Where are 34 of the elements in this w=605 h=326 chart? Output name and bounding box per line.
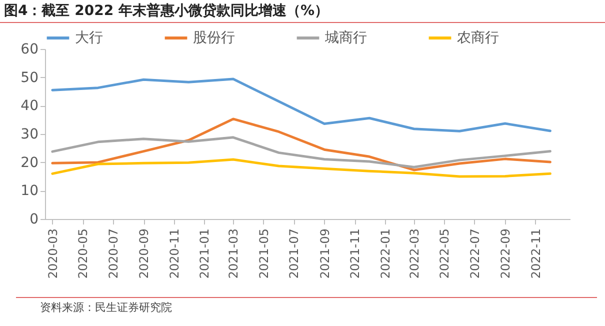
- legend-label: 城商行: [324, 30, 367, 46]
- x-tick-label: 2022-11: [528, 228, 543, 279]
- x-tick-label: 2022-05: [438, 228, 452, 279]
- x-tick-label: 2021-03: [226, 228, 241, 279]
- line-series: [51, 118, 552, 172]
- x-tick-label: 2022-09: [498, 228, 513, 279]
- x-tick-label: 2020-05: [76, 228, 90, 279]
- legend-label: 农商行: [457, 30, 499, 46]
- x-tick-label: 2020-11: [167, 228, 182, 279]
- legend-label: 大行: [75, 30, 103, 46]
- y-tick-label: 20: [20, 154, 38, 171]
- x-tick-label: 2021-07: [287, 228, 302, 279]
- chart-title: 图4：截至 2022 年末普惠小微贷款同比增速（%）: [0, 0, 605, 23]
- y-tick-label: 30: [20, 126, 38, 142]
- y-tick-label: 60: [20, 42, 38, 58]
- x-tick-label: 2021-05: [256, 228, 271, 279]
- x-tick-label: 2020-09: [137, 228, 152, 279]
- x-tick-label: 2022-07: [468, 228, 482, 279]
- y-tick-label: 10: [20, 183, 38, 200]
- line-series: [51, 78, 552, 132]
- x-tick-label: 2022-01: [378, 228, 392, 279]
- y-tick-label: 40: [20, 98, 38, 114]
- line-series: [51, 158, 552, 178]
- y-tick-label: 50: [20, 70, 38, 86]
- x-tick-label: 2022-03: [407, 228, 422, 279]
- legend-label: 股份行: [193, 30, 235, 46]
- y-tick-label: 0: [30, 212, 38, 228]
- x-tick-label: 2020-07: [106, 228, 120, 279]
- x-tick-label: 2021-09: [318, 228, 332, 279]
- line-series: [51, 136, 552, 168]
- x-tick-label: 2021-01: [197, 228, 212, 279]
- x-tick-label: 2021-11: [348, 228, 362, 279]
- text: 资料来源：民生证券研究院: [16, 297, 597, 315]
- x-tick-label: 2020-03: [46, 228, 60, 279]
